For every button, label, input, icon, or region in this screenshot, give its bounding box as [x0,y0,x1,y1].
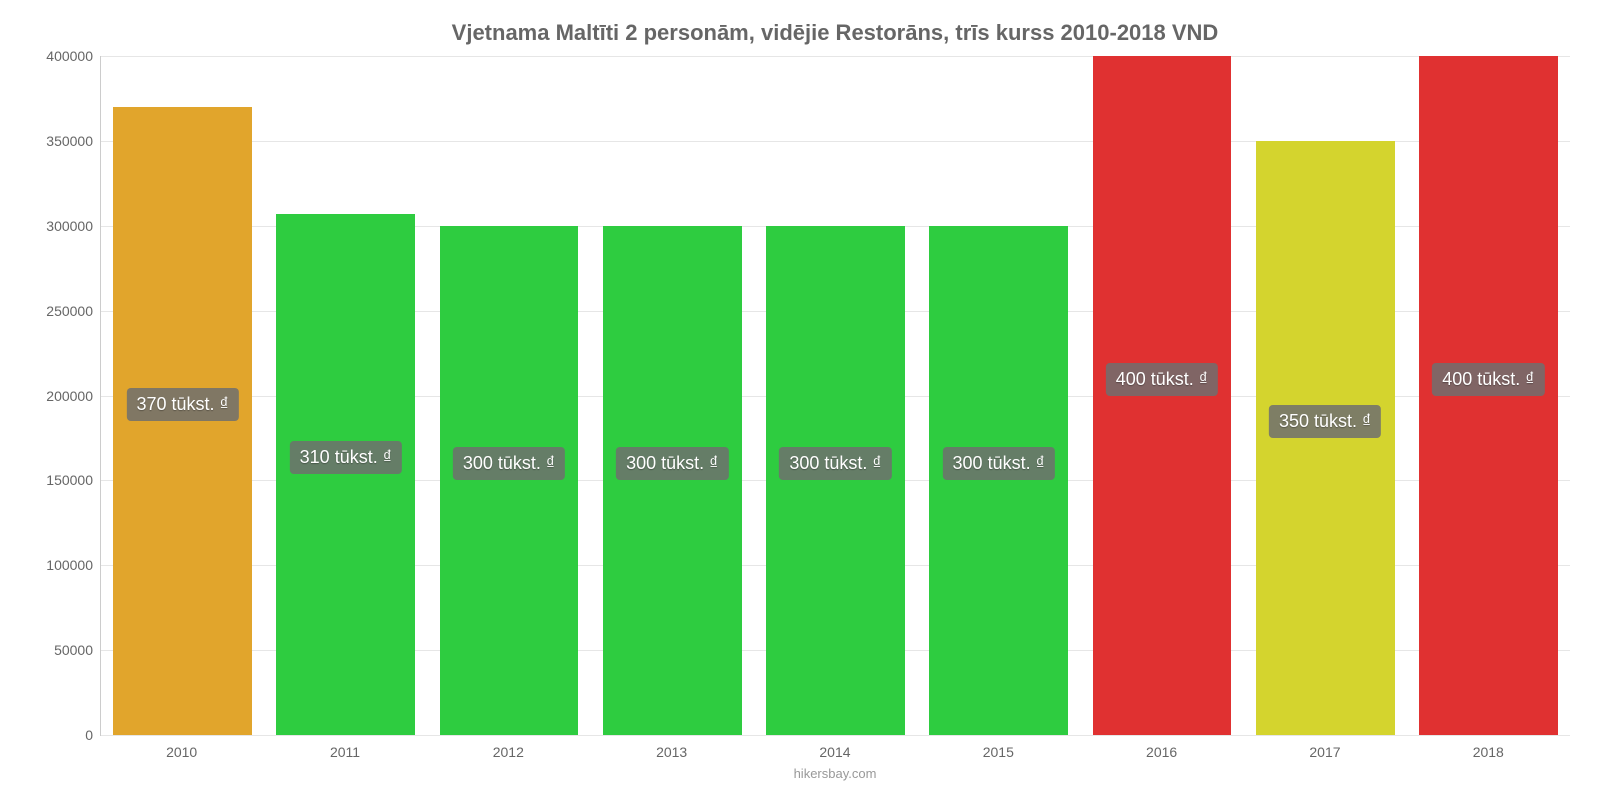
y-tick-label: 400000 [46,48,101,64]
bar-slot: 300 tūkst. ₫ [754,56,917,735]
bar-value-label: 350 tūkst. ₫ [1269,405,1381,438]
bar-slot: 400 tūkst. ₫ [1407,56,1570,735]
bar: 350 tūkst. ₫ [1256,141,1395,735]
x-tick-label: 2016 [1080,744,1243,760]
bar-value-label: 370 tūkst. ₫ [126,388,238,421]
x-tick-label: 2017 [1243,744,1406,760]
bar-slot: 310 tūkst. ₫ [264,56,427,735]
bar-value-label: 300 tūkst. ₫ [779,447,891,480]
x-axis-labels: 201020112012201320142015201620172018 [100,744,1570,760]
chart-title: Vjetnama Maltīti 2 personām, vidējie Res… [100,20,1570,46]
chart-container: Vjetnama Maltīti 2 personām, vidējie Res… [0,0,1600,800]
bar: 310 tūkst. ₫ [276,214,415,735]
y-tick-label: 300000 [46,218,101,234]
bar: 400 tūkst. ₫ [1419,56,1558,735]
y-tick-label: 200000 [46,388,101,404]
y-tick-label: 150000 [46,472,101,488]
bars-row: 370 tūkst. ₫ 310 tūkst. ₫ 300 tūkst. ₫ 300 … [101,56,1570,735]
plot-area: 0500001000001500002000002500003000003500… [100,56,1570,736]
x-tick-label: 2014 [753,744,916,760]
bar-value-label: 400 tūkst. ₫ [1432,363,1544,396]
bar-slot: 300 tūkst. ₫ [591,56,754,735]
bar-value-label: 300 tūkst. ₫ [616,447,728,480]
footer-credit: hikersbay.com [100,766,1570,781]
bar: 300 tūkst. ₫ [766,226,905,735]
bar-value-label: 300 tūkst. ₫ [943,447,1055,480]
x-tick-label: 2012 [427,744,590,760]
gridline [101,735,1570,736]
x-tick-label: 2010 [100,744,263,760]
y-tick-label: 50000 [54,642,101,658]
bar: 300 tūkst. ₫ [603,226,742,735]
bar-slot: 300 tūkst. ₫ [917,56,1080,735]
x-tick-label: 2015 [917,744,1080,760]
y-tick-label: 0 [85,727,101,743]
y-tick-label: 350000 [46,133,101,149]
bar-value-label: 300 tūkst. ₫ [453,447,565,480]
bar-slot: 400 tūkst. ₫ [1080,56,1243,735]
bar-slot: 370 tūkst. ₫ [101,56,264,735]
x-tick-label: 2011 [263,744,426,760]
bar-slot: 300 tūkst. ₫ [427,56,590,735]
bar: 300 tūkst. ₫ [929,226,1068,735]
y-tick-label: 100000 [46,557,101,573]
x-tick-label: 2013 [590,744,753,760]
bar: 400 tūkst. ₫ [1093,56,1232,735]
bar-value-label: 310 tūkst. ₫ [290,441,402,474]
x-tick-label: 2018 [1407,744,1570,760]
y-tick-label: 250000 [46,303,101,319]
bar: 300 tūkst. ₫ [440,226,579,735]
bar-value-label: 400 tūkst. ₫ [1106,363,1218,396]
bar-slot: 350 tūkst. ₫ [1244,56,1407,735]
bar: 370 tūkst. ₫ [113,107,252,735]
